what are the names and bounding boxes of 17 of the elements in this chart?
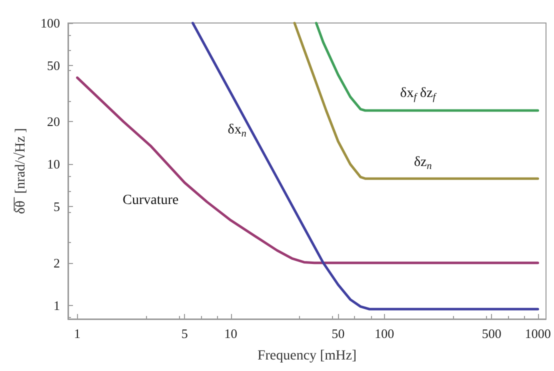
y-tick-label: 2 xyxy=(54,255,60,270)
x-tick-label: 1000 xyxy=(524,326,551,341)
y-axis-title: δ̅θ̅ [nrad/√Hz ] xyxy=(12,128,28,214)
y-tick-label: 10 xyxy=(47,156,60,172)
y-tick-label: 1 xyxy=(54,298,60,313)
x-axis-title: Frequency [mHz] xyxy=(257,348,357,364)
x-tick-label: 50 xyxy=(332,326,345,341)
y-tick-label: 20 xyxy=(47,114,60,130)
x-tick-label: 1 xyxy=(74,326,81,341)
x-tick-label: 10 xyxy=(224,326,238,341)
y-tick-label: 50 xyxy=(47,58,60,73)
x-tick-label: 100 xyxy=(374,326,394,341)
y-tick-label: 100 xyxy=(40,16,60,30)
series-label: Curvature xyxy=(122,193,179,208)
y-tick-label: 5 xyxy=(54,199,60,214)
x-tick-label: 500 xyxy=(482,326,502,341)
x-tick-label: 5 xyxy=(181,326,188,341)
